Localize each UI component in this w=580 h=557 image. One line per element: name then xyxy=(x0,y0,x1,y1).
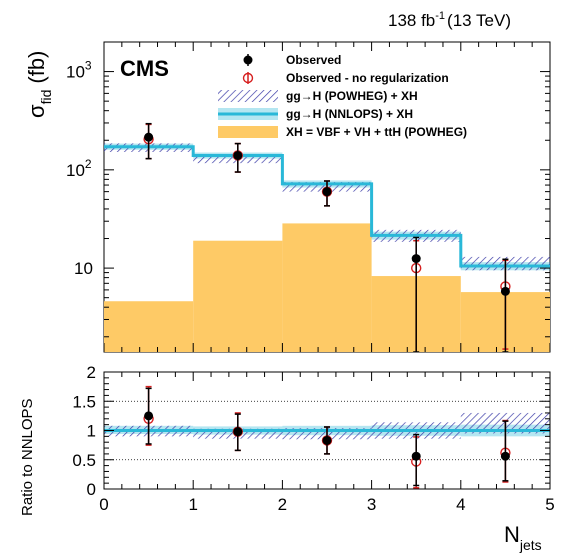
observed-point xyxy=(144,132,154,142)
ratio-plot-area xyxy=(104,385,550,489)
ratio-axes: 0 1 2 3 4 5 0 0.5 1 1.5 2 xyxy=(72,363,554,514)
ratio-observed-point xyxy=(411,451,421,461)
x-tick-label: 0 xyxy=(99,495,108,514)
experiment-label: CMS xyxy=(120,56,169,81)
observed-point xyxy=(233,150,243,160)
observed-point xyxy=(411,254,421,264)
y-tick-label: 103 xyxy=(66,59,92,82)
ratio-observed-point xyxy=(322,435,332,445)
legend-label: Observed xyxy=(286,53,341,67)
y-tick-label: 102 xyxy=(66,157,92,180)
ratio-y-tick-label: 0 xyxy=(87,480,96,499)
ratio-panel: 0 1 2 3 4 5 0 0.5 1 1.5 2 Ratio to NNLOPS Njets xyxy=(19,363,555,553)
lumi-label: 138 fb-1 (13 TeV) xyxy=(388,10,511,30)
x-tick-label: 2 xyxy=(278,495,287,514)
main-plot-area xyxy=(104,122,550,352)
legend-label: gg→H (POWHEG) + XH xyxy=(286,89,418,103)
main-panel: 103 102 10 CMS Observed Observed - no regul… xyxy=(24,41,551,353)
legend-label: gg→H (NNLOPS) + XH xyxy=(286,107,413,121)
legend-powheg-swatch xyxy=(218,90,278,102)
x-tick-label: 1 xyxy=(188,495,197,514)
observed-point xyxy=(500,286,510,296)
xh-bar xyxy=(282,223,372,352)
legend-label: XH = VBF + VH + ttH (POWHEG) xyxy=(286,125,467,139)
ratio-y-tick-label: 2 xyxy=(87,363,96,382)
ratio-observed-point xyxy=(233,427,243,437)
legend: Observed Observed - no regularization gg→H… xyxy=(218,53,467,139)
xh-bar xyxy=(104,301,194,352)
ratio-y-tick-label: 1 xyxy=(87,422,96,441)
observed-point xyxy=(322,187,332,197)
ratio-y-tick-label: 1.5 xyxy=(72,392,96,411)
ratio-observed-point xyxy=(144,411,154,421)
x-tick-label: 3 xyxy=(367,495,376,514)
xh-bar xyxy=(193,240,283,352)
x-tick-label: 4 xyxy=(456,495,465,514)
main-ylabel: σfid(fb) xyxy=(24,51,54,118)
main-axes: 103 102 10 xyxy=(66,41,551,352)
legend-xh-swatch xyxy=(218,126,278,138)
legend-observed-marker xyxy=(243,55,253,65)
ratio-observed-point xyxy=(500,451,510,461)
x-tick-label: 5 xyxy=(545,495,554,514)
ratio-ylabel: Ratio to NNLOPS xyxy=(19,398,36,516)
legend-unreg-marker xyxy=(242,72,254,84)
header: 138 fb-1 (13 TeV) xyxy=(388,10,511,30)
ratio-y-tick-label: 0.5 xyxy=(72,451,96,470)
y-tick-label: 10 xyxy=(74,259,93,278)
legend-label: Observed - no regularization xyxy=(286,71,449,85)
x-axis-label: Njets xyxy=(504,522,542,553)
